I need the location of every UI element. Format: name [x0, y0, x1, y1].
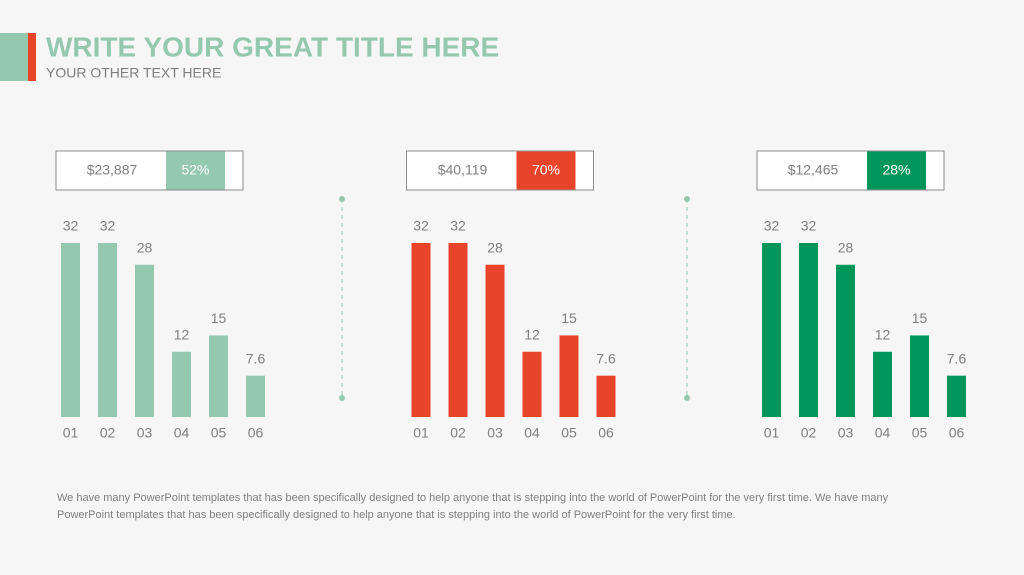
- bar: [98, 243, 117, 417]
- share-label: 70%: [532, 162, 560, 178]
- share-label: 28%: [882, 162, 910, 178]
- value-label: 32: [100, 218, 116, 234]
- separator: [684, 196, 690, 401]
- bar: [246, 375, 265, 417]
- x-tick-label: 02: [100, 425, 116, 441]
- footer-text: We have many PowerPoint templates that h…: [57, 492, 889, 521]
- subtitle: YOUR OTHER TEXT HERE: [46, 65, 221, 81]
- bar: [209, 335, 228, 417]
- bar: [559, 335, 579, 417]
- share-box: [867, 151, 926, 190]
- x-tick-label: 04: [875, 425, 891, 441]
- bar: [411, 243, 431, 417]
- bar: [522, 351, 542, 417]
- separator: [339, 196, 345, 401]
- value-label: 32: [413, 218, 429, 234]
- value-label: 32: [764, 218, 780, 234]
- x-tick-label: 05: [912, 425, 928, 441]
- bar: [947, 375, 966, 417]
- share-box: [516, 151, 576, 190]
- x-tick-label: 06: [949, 425, 965, 441]
- bar: [799, 243, 818, 417]
- share-box: [166, 151, 225, 190]
- value-label: 32: [450, 218, 466, 234]
- bar: [61, 243, 80, 417]
- x-tick-label: 06: [598, 425, 614, 441]
- x-tick-label: 03: [137, 425, 153, 441]
- x-tick-label: 05: [561, 425, 577, 441]
- value-label: 12: [524, 326, 540, 342]
- x-tick-label: 02: [801, 425, 817, 441]
- bar: [762, 243, 781, 417]
- title: WRITE YOUR GREAT TITLE HERE: [46, 31, 499, 62]
- x-tick-label: 06: [248, 425, 264, 441]
- bar: [172, 351, 191, 417]
- value-label: 7.6: [947, 350, 967, 366]
- header-block: [0, 33, 28, 81]
- amount: $12,465: [788, 162, 839, 178]
- value-label: 32: [801, 218, 817, 234]
- bar: [135, 264, 154, 417]
- x-tick-label: 01: [63, 425, 79, 441]
- bar: [485, 264, 505, 417]
- x-tick-label: 03: [487, 425, 503, 441]
- value-label: 28: [487, 239, 503, 255]
- share-label: 52%: [181, 162, 209, 178]
- x-tick-label: 02: [450, 425, 466, 441]
- value-label: 15: [211, 310, 227, 326]
- value-label: 15: [912, 310, 928, 326]
- amount: $23,887: [87, 162, 138, 178]
- value-label: 7.6: [246, 350, 266, 366]
- value-label: 12: [174, 326, 190, 342]
- x-tick-label: 04: [524, 425, 540, 441]
- bar: [596, 375, 616, 417]
- value-label: 7.6: [596, 350, 616, 366]
- x-tick-label: 01: [413, 425, 429, 441]
- value-label: 32: [63, 218, 79, 234]
- value-label: 28: [838, 239, 854, 255]
- x-tick-label: 03: [838, 425, 854, 441]
- value-label: 12: [875, 326, 891, 342]
- value-label: 15: [561, 310, 577, 326]
- x-tick-label: 05: [211, 425, 227, 441]
- bar: [448, 243, 468, 417]
- header-accent: [28, 33, 36, 81]
- amount: $40,119: [438, 162, 488, 178]
- bar: [836, 264, 855, 417]
- value-label: 28: [137, 239, 153, 255]
- x-tick-label: 01: [764, 425, 780, 441]
- x-tick-label: 04: [174, 425, 190, 441]
- bar: [910, 335, 929, 417]
- bar: [873, 351, 892, 417]
